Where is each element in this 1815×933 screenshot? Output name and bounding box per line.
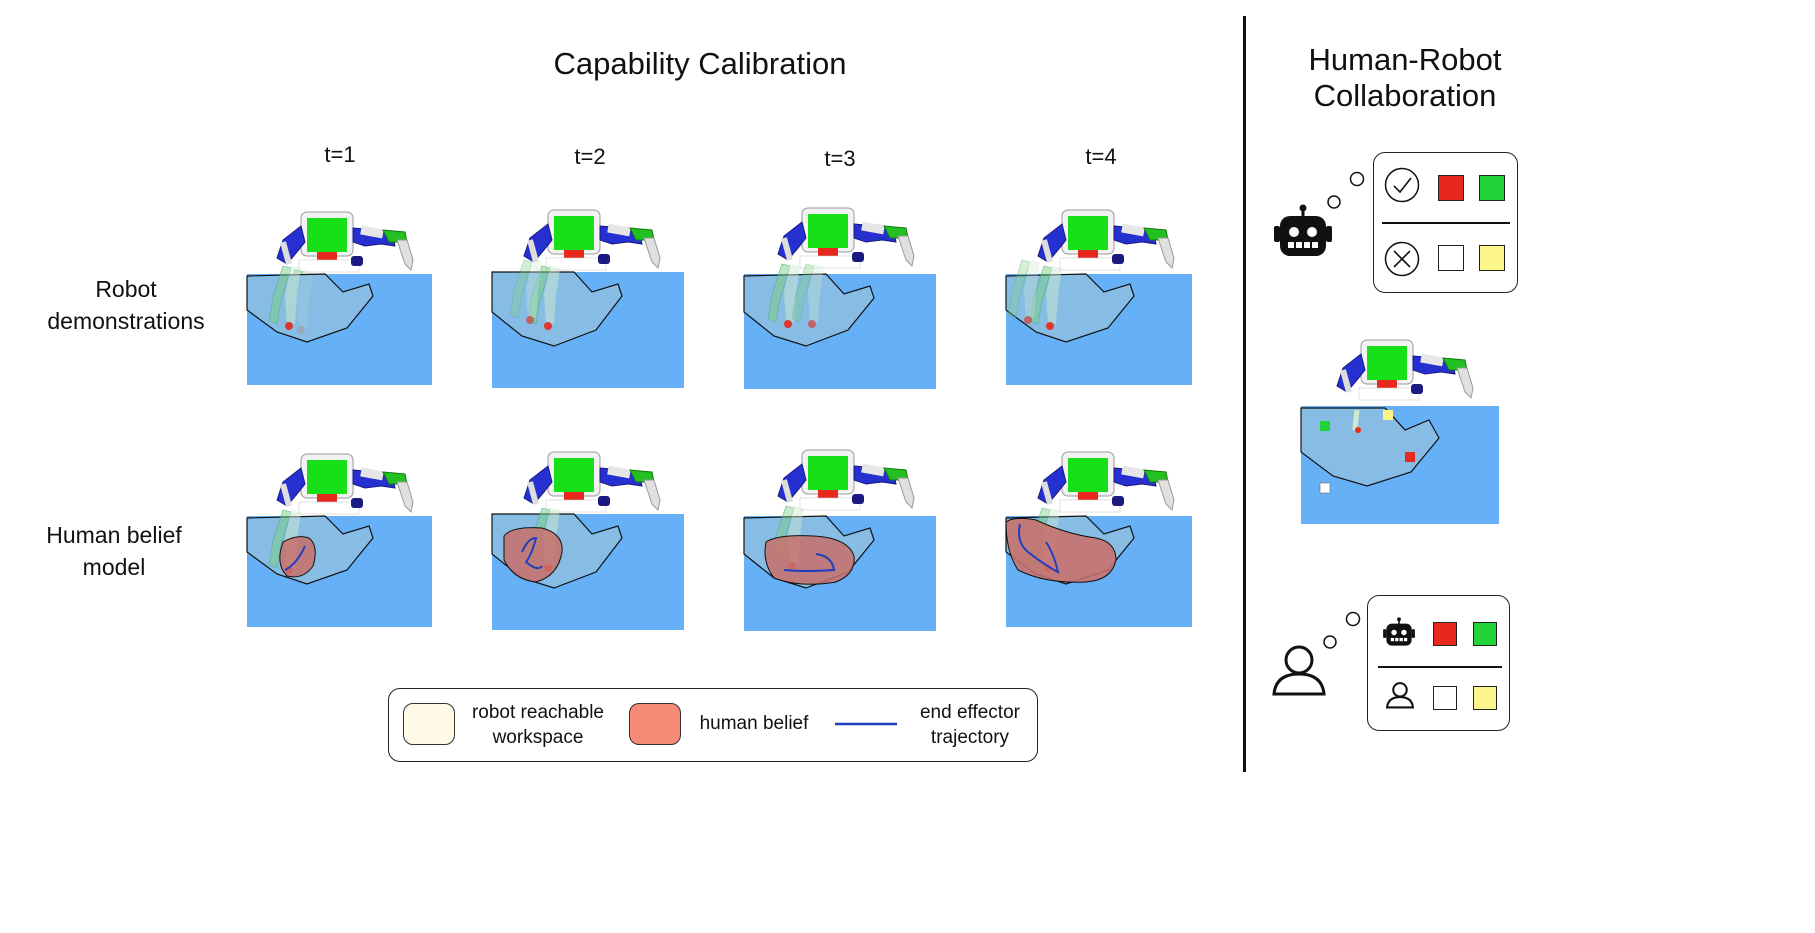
robot-thought-card [1373, 152, 1518, 293]
x-circle-icon [1384, 241, 1420, 277]
human-thought-card [1367, 595, 1510, 731]
legend-label-trajectory: end effector trajectory [905, 700, 1035, 750]
row-label-robot-demonstrations: Robot demonstrations [6, 273, 246, 337]
legend-label-belief: human belief [699, 713, 809, 734]
legend-workspace-line2: workspace [492, 727, 584, 748]
legend-workspace-line1: robot reachable [471, 702, 605, 723]
legend-swatch-workspace [403, 703, 455, 745]
trajectory-line [1018, 523, 1060, 574]
robot-face-icon [1274, 204, 1332, 256]
cube-red-robot-yes [1438, 175, 1464, 201]
cube-yellow [1383, 410, 1393, 420]
check-circle-icon [1384, 167, 1420, 203]
cube-red-robot-task [1433, 622, 1457, 646]
legend-swatch-belief [629, 703, 681, 745]
section-divider [1243, 16, 1246, 772]
timestep-label-1: t=1 [324, 142, 356, 167]
cube-green [1320, 421, 1330, 431]
row-label-human-line1: Human belief [46, 522, 182, 548]
thought-bubbles-human [1323, 611, 1361, 649]
timestep-label-4: t=4 [1085, 144, 1117, 169]
trajectory-line [521, 536, 543, 570]
workspace-region [491, 271, 623, 347]
cube-white-robot-no [1438, 245, 1464, 271]
robot-face-icon [1383, 617, 1415, 646]
collaboration-scene [1300, 336, 1499, 524]
side-title-line2: Collaboration [1313, 78, 1497, 113]
thought-bubbles-robot [1327, 171, 1365, 209]
panel-belief-t2 [491, 442, 684, 630]
human-belief-region [1005, 517, 1117, 583]
card-divider [1382, 222, 1510, 224]
panel-robot-t2 [491, 200, 684, 388]
cube-white [1319, 482, 1331, 494]
legend-swatch-trajectory [835, 722, 897, 726]
panel-robot-t4 [1005, 200, 1192, 385]
cube-yellow-human-task [1473, 686, 1497, 710]
panel-robot-t3 [743, 200, 936, 389]
workspace-region [1300, 407, 1440, 487]
panel-belief-t4 [1005, 442, 1192, 627]
timestep-label-2: t=2 [574, 144, 606, 169]
row-label-robot-line1: Robot [95, 276, 157, 302]
person-outline-icon [1385, 682, 1415, 709]
side-title: Human-Robot Collaboration [1280, 42, 1530, 114]
main-title: Capability Calibration [553, 46, 847, 81]
legend-trajectory-line2: trajectory [930, 727, 1010, 748]
panel-robot-t1 [246, 200, 432, 385]
card-divider [1378, 666, 1502, 668]
trajectory-line [284, 545, 306, 571]
cube-yellow-robot-no [1479, 245, 1505, 271]
timestep-label-3: t=3 [824, 146, 856, 171]
legend: robot reachable workspace human belief e… [388, 688, 1038, 762]
legend-trajectory-line1: end effector [919, 702, 1020, 723]
trajectory-line [783, 553, 836, 572]
cube-green-robot-task [1473, 622, 1497, 646]
side-title-line1: Human-Robot [1308, 42, 1502, 77]
row-label-robot-line2: demonstrations [47, 308, 205, 334]
cube-green-robot-yes [1479, 175, 1505, 201]
person-outline-icon [1272, 645, 1326, 696]
cube-white-human-task [1433, 686, 1457, 710]
panel-belief-t3 [743, 442, 936, 631]
human-belief-region [764, 535, 855, 585]
row-label-human-line2: model [82, 554, 146, 580]
cube-red [1405, 452, 1415, 462]
panel-belief-t1 [246, 442, 432, 627]
legend-label-workspace: robot reachable workspace [463, 700, 613, 750]
human-belief-region [503, 527, 563, 583]
row-label-human-belief-model: Human belief model [0, 519, 234, 583]
